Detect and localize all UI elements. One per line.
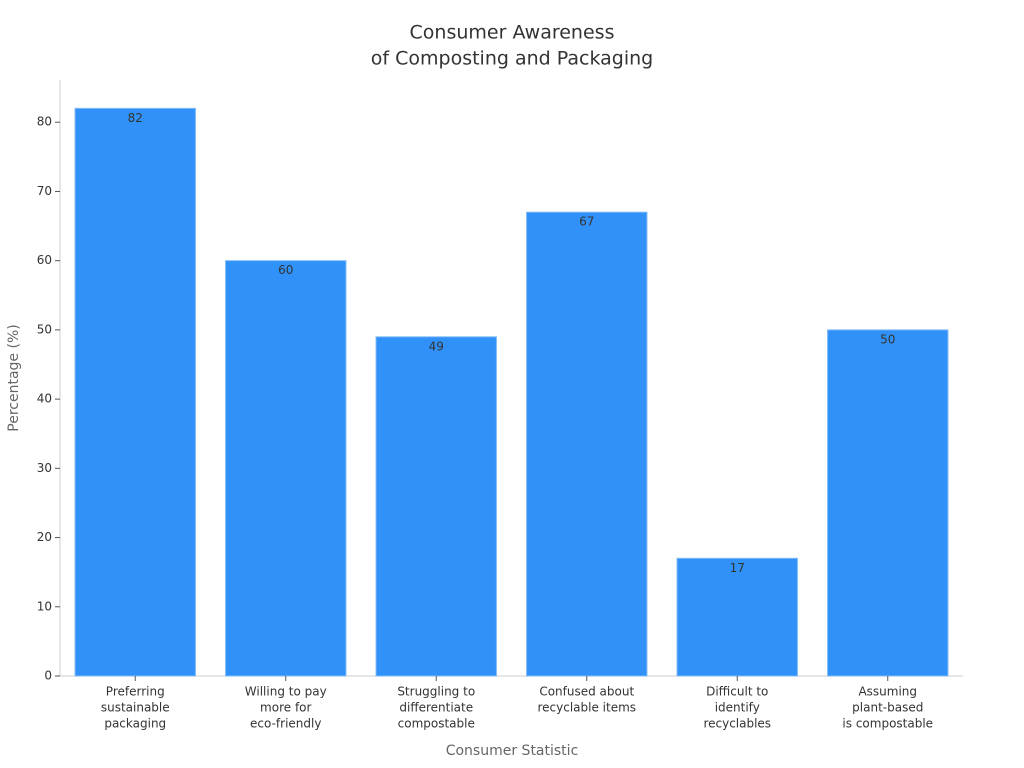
value-label: 60 — [278, 263, 293, 277]
y-tick-label: 80 — [37, 115, 52, 129]
x-tick-label: plant-based — [852, 701, 923, 715]
x-tick-label: more for — [260, 701, 311, 715]
y-tick-label: 40 — [37, 392, 52, 406]
y-tick-label: 10 — [37, 599, 52, 613]
bar — [526, 211, 648, 677]
x-axis-label: Consumer Statistic — [446, 743, 579, 759]
x-tick-label: Preferring — [106, 685, 165, 699]
chart-title: Consumer Awareness — [410, 22, 615, 44]
bar — [74, 107, 196, 677]
value-label: 50 — [880, 332, 895, 346]
x-tick-label: identify — [715, 701, 760, 715]
y-axis-label: Percentage (%) — [6, 324, 22, 431]
value-label: 17 — [730, 561, 745, 575]
bar — [676, 557, 798, 677]
x-tick-label: compostable — [398, 717, 475, 731]
x-tick-label: sustainable — [101, 701, 170, 715]
x-tick-label: Willing to pay — [245, 685, 327, 699]
bar — [827, 329, 949, 677]
y-tick-label: 50 — [37, 322, 52, 336]
y-tick-label: 0 — [44, 669, 52, 683]
x-tick-label: eco-friendly — [250, 717, 321, 731]
x-tick-label: recyclables — [703, 717, 771, 731]
x-tick-label: packaging — [104, 717, 166, 731]
y-tick-label: 30 — [37, 461, 52, 475]
x-tick-label: Difficult to — [706, 685, 768, 699]
value-label: 67 — [579, 215, 594, 229]
chart-title: of Composting and Packaging — [371, 48, 653, 70]
value-label: 49 — [429, 339, 444, 353]
bar — [225, 260, 347, 677]
bar — [375, 336, 497, 677]
x-tick-label: differentiate — [399, 701, 473, 715]
y-tick-label: 70 — [37, 184, 52, 198]
y-tick-label: 20 — [37, 530, 52, 544]
x-tick-label: Confused about — [539, 685, 634, 699]
x-tick-label: is compostable — [842, 717, 933, 731]
x-tick-label: recyclable items — [537, 701, 636, 715]
y-tick-label: 60 — [37, 253, 52, 267]
x-tick-label: Assuming — [858, 685, 917, 699]
x-tick-label: Struggling to — [397, 685, 475, 699]
value-label: 82 — [128, 111, 143, 125]
